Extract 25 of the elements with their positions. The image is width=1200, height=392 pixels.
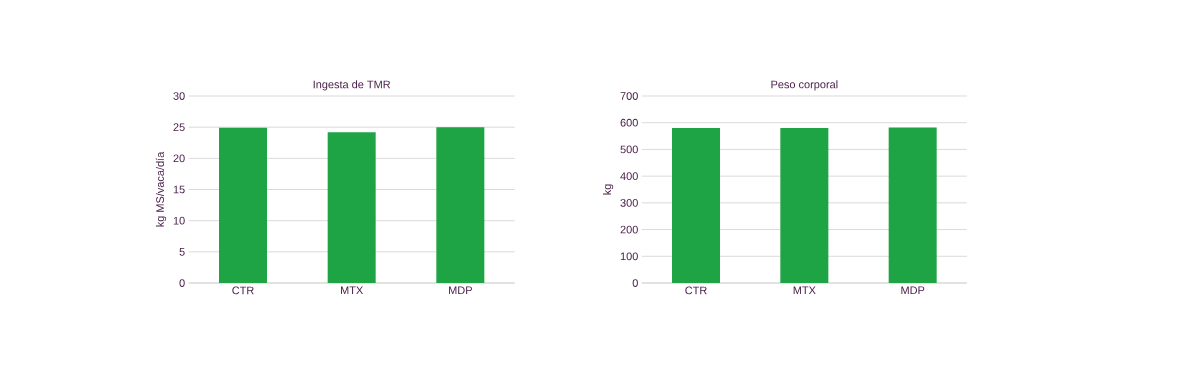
- y-tick-label: 300: [620, 198, 638, 207]
- x-tick-label: CTR: [232, 286, 254, 295]
- y-tick-label: 5: [179, 248, 185, 256]
- y-tick-label: 0: [179, 279, 185, 287]
- x-tick-label: MDP: [901, 286, 925, 295]
- chart-title: Ingesta de TMR: [313, 80, 391, 91]
- y-tick-label: 10: [173, 216, 185, 225]
- x-tick-label: MTX: [793, 286, 816, 295]
- y-tick-label: 30: [173, 92, 185, 100]
- y-tick-label: 500: [620, 145, 638, 154]
- x-tick-label: CTR: [685, 286, 707, 295]
- y-tick-label: 200: [620, 225, 638, 234]
- x-tick-label: MDP: [449, 286, 472, 295]
- x-tick-label: MTX: [341, 286, 364, 295]
- y-tick-label: 15: [173, 185, 185, 194]
- y-tick-label: 400: [620, 172, 638, 181]
- y-tick-label: 0: [632, 279, 638, 287]
- chart-title: Peso corporal: [771, 80, 838, 91]
- y-axis-title: kg: [602, 184, 614, 195]
- y-tick-label: 600: [620, 118, 638, 127]
- y-tick-label: 25: [173, 123, 185, 132]
- y-axis-title: kg MS/vaca/día: [155, 151, 167, 227]
- y-tick-label: 700: [620, 92, 638, 100]
- y-tick-label: 20: [173, 154, 185, 163]
- y-tick-label: 100: [620, 252, 638, 261]
